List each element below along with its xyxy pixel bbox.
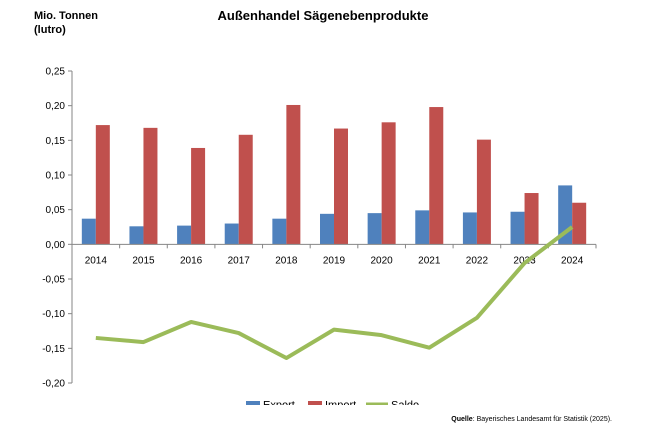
chart-svg: 0,25 0,20 0,15 0,10 0,05 0,00 -0,05 -0,10 -0,15 -… xyxy=(42,67,597,406)
bar-import-2014 xyxy=(95,125,110,245)
bar-export-2021 xyxy=(415,210,430,245)
y-tick-label: -0,20 xyxy=(42,379,65,390)
bar-export-2023 xyxy=(510,211,525,245)
y-tick-label: -0,05 xyxy=(42,275,65,286)
bar-import-2017 xyxy=(238,134,253,245)
y-tick-label: 0,10 xyxy=(46,171,66,182)
bar-export-2018 xyxy=(272,218,287,245)
bar-import-2021 xyxy=(429,107,444,245)
legend-label-saldo: Saldo xyxy=(391,400,419,406)
x-tick-label: 2024 xyxy=(561,255,584,266)
source-label: Quelle xyxy=(451,416,473,423)
bar-export-2017 xyxy=(224,223,239,245)
bar-import-2024 xyxy=(572,202,587,245)
bar-import-2019 xyxy=(334,128,348,245)
y-tick-label: 0,05 xyxy=(46,205,66,216)
legend-swatch-export xyxy=(246,401,260,405)
x-tick-label: 2021 xyxy=(418,255,441,266)
bar-import-2022 xyxy=(476,139,491,245)
x-tick-label: 2019 xyxy=(323,255,346,266)
bar-import-2015 xyxy=(143,127,158,245)
bar-import-2018 xyxy=(286,104,301,245)
x-tick-label: 2022 xyxy=(466,255,489,266)
y-tick-label: 0,20 xyxy=(46,101,66,112)
legend-swatch-import xyxy=(308,401,322,405)
bar-export-2016 xyxy=(177,225,192,245)
legend-label-import: Import xyxy=(325,400,356,406)
x-tick-label: 2020 xyxy=(371,255,394,266)
y-tick-label: 0,25 xyxy=(46,67,66,78)
bar-export-2020 xyxy=(367,213,382,245)
unit-line-1: Mio. Tonnen xyxy=(34,10,98,22)
bar-import-2020 xyxy=(381,122,396,245)
x-tick-label: 2016 xyxy=(180,255,203,266)
unit-line-2: (lutro) xyxy=(34,24,66,36)
bar-export-2019 xyxy=(320,213,334,245)
source-text: : Bayerisches Landesamt für Statistik (2… xyxy=(472,416,612,423)
legend-label-export: Export xyxy=(263,400,295,406)
unit-label: Mio. Tonnen (lutro) xyxy=(34,9,98,37)
y-tick-label: -0,10 xyxy=(42,309,65,320)
x-tick-label: 2015 xyxy=(132,255,155,266)
y-axis: 0,25 0,20 0,15 0,10 0,05 0,00 -0,05 -0,10 -0,15 -… xyxy=(42,67,73,390)
x-tick-label: 2018 xyxy=(275,255,298,266)
source-note: Quelle: Bayerisches Landesamt für Statis… xyxy=(451,416,612,423)
y-tick-label: 0,00 xyxy=(46,240,66,251)
bar-export-2015 xyxy=(129,226,144,245)
bar-export-2022 xyxy=(462,212,477,245)
bar-import-2023 xyxy=(524,193,539,245)
line-layer xyxy=(95,225,574,361)
x-tick-label: 2017 xyxy=(228,255,251,266)
chart-title: Außenhandel Sägenebenprodukte xyxy=(217,8,429,23)
bar-export-2014 xyxy=(81,218,96,245)
bar-layer xyxy=(81,104,587,245)
legend: Export Import Saldo xyxy=(246,400,419,406)
x-axis: 2014 2015 2016 2017 2018 2019 2020 2021 2022 2023… xyxy=(71,243,597,266)
y-tick-label: 0,15 xyxy=(46,136,66,147)
x-tick-label: 2014 xyxy=(85,255,108,266)
line-saldo xyxy=(95,225,574,361)
bar-import-2016 xyxy=(191,147,206,245)
y-tick-label: -0,15 xyxy=(42,344,65,355)
